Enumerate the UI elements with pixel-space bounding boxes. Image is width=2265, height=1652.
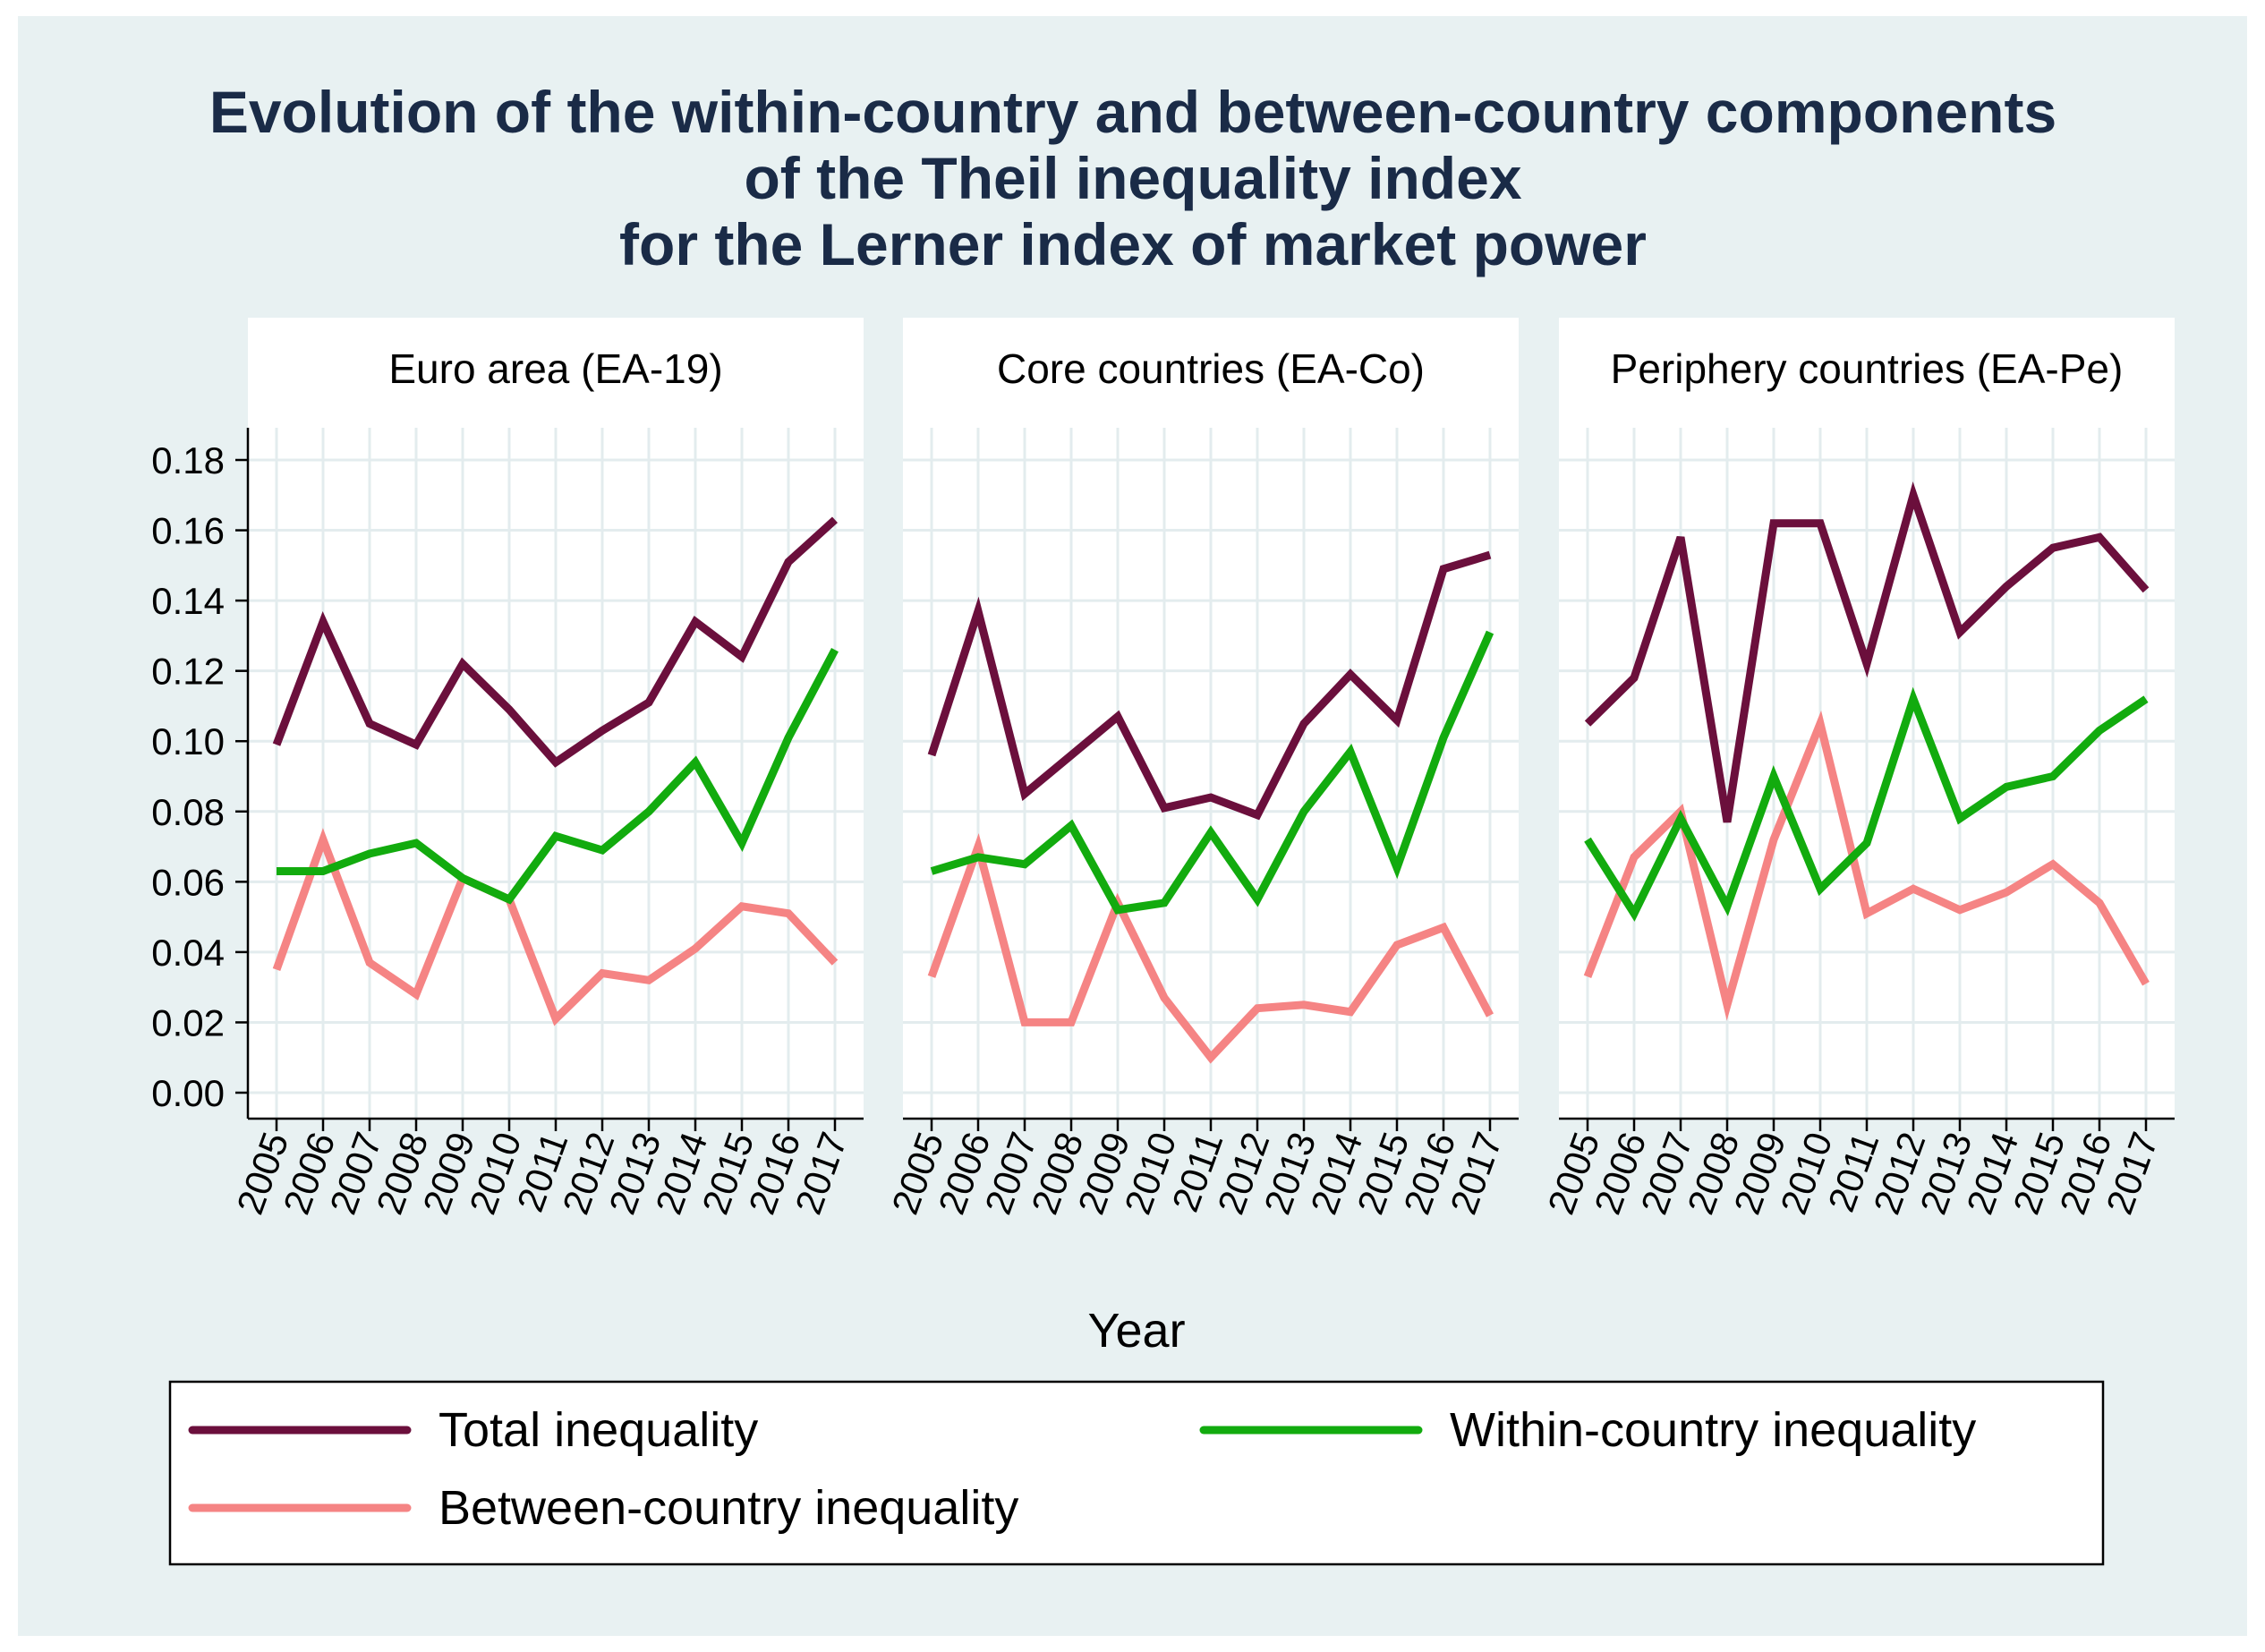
series-line-total — [1584, 481, 2150, 823]
x-axis: 2005200620072008200920102011201220132014… — [228, 1117, 864, 1220]
legend: Total inequality Within-country inequalit… — [168, 1380, 2105, 1566]
y-tick-label: 0.06 — [151, 861, 225, 903]
series-line-total — [927, 550, 1492, 821]
panel-2: Core countries (EA-Co) 200520062007200820… — [883, 318, 1519, 1220]
chart-panels: Euro area (EA-19) 0.00 0.02 0.04 0.06 0.08 0.1… — [151, 318, 2175, 1220]
series-line-total — [272, 516, 839, 768]
gridlines — [248, 428, 864, 1119]
y-tick-label: 0.12 — [151, 651, 225, 693]
title-line-1: Evolution of the within-country and betw… — [209, 79, 2056, 145]
panel-title: Euro area (EA-19) — [388, 345, 722, 392]
series-line-within — [930, 630, 1494, 915]
legend-item-between: Between-country inequality — [188, 1481, 1018, 1535]
panel-1: Euro area (EA-19) 0.00 0.02 0.04 0.06 0.08 0.1… — [151, 318, 864, 1220]
y-tick-label: 0.14 — [151, 580, 225, 622]
y-tick-label: 0.16 — [151, 510, 225, 552]
legend-item-within: Within-country inequality — [1199, 1403, 1976, 1457]
legend-label: Between-country inequality — [439, 1481, 1018, 1535]
legend-label: Total inequality — [439, 1403, 758, 1457]
series-line-within — [277, 647, 839, 905]
y-tick-label: 0.04 — [151, 932, 225, 974]
x-axis: 2005200620072008200920102011201220132014… — [883, 1117, 1519, 1220]
title-line-3: for the Lerner index of market power — [619, 211, 1647, 277]
y-tick-label: 0.08 — [151, 791, 225, 833]
title-line-2: of the Theil inequality index — [744, 145, 1521, 211]
panel-title: Core countries (EA-Co) — [997, 345, 1425, 392]
x-axis: 2005200620072008200920102011201220132014… — [1539, 1117, 2175, 1220]
legend-box — [168, 1380, 2105, 1566]
panel-header — [1559, 318, 2175, 428]
panel-header — [248, 318, 864, 428]
series-line-between — [927, 832, 1494, 1064]
panel-title: Periphery countries (EA-Pe) — [1611, 345, 2124, 392]
y-tick-label: 0.02 — [151, 1001, 225, 1043]
series-line-within — [1584, 686, 2149, 922]
panel-header — [903, 318, 1519, 428]
legend-item-total: Total inequality — [188, 1403, 758, 1457]
panel-3: Periphery countries (EA-Pe) 2005200620072… — [1539, 318, 2175, 1220]
y-tick-label: 0.00 — [151, 1072, 225, 1114]
y-tick-label: 0.18 — [151, 439, 225, 481]
y-tick-label: 0.10 — [151, 720, 225, 762]
chart-title: Evolution of the within-country and betw… — [209, 79, 2056, 277]
x-axis-title: Year — [1087, 1304, 1185, 1358]
legend-label: Within-country inequality — [1450, 1403, 1976, 1457]
y-axis: 0.00 0.02 0.04 0.06 0.08 0.10 0.12 0.14 0.16 0.18 — [151, 428, 250, 1119]
series-line-between — [272, 828, 839, 1026]
